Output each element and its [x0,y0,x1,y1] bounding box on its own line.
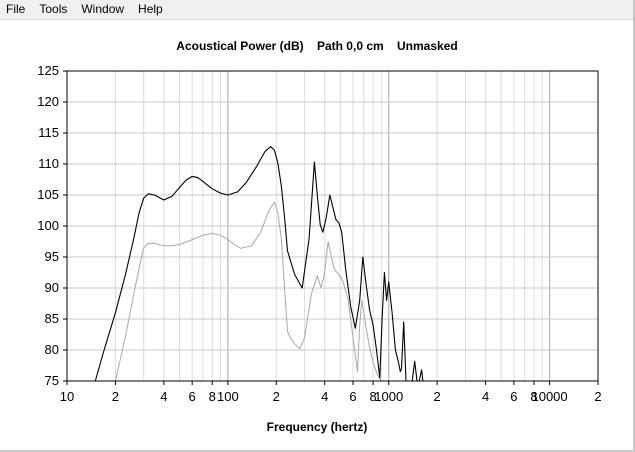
y-tick-label: 120 [37,94,59,109]
x-axis-label: Frequency (hertz) [267,420,368,434]
x-tick-label: 10 [60,389,74,404]
window-frame-right [633,0,635,452]
x-tick-label: 8 [209,389,216,404]
chart-title: Acoustical Power (dB) Path 0,0 cm Unmask… [176,39,457,53]
menu-file[interactable]: File [6,2,26,16]
x-tick-label: 6 [510,389,517,404]
menu-help[interactable]: Help [138,2,163,16]
chart-series-layer [94,146,424,382]
menu-bar: File Tools Window Help [0,0,633,20]
x-tick-label: 10000 [531,389,567,404]
y-tick-label: 115 [38,125,59,140]
x-tick-label: 2 [434,389,441,404]
y-tick-label: 90 [45,280,59,295]
x-tick-label: 1000 [374,389,403,404]
y-tick-label: 125 [37,63,59,78]
window-frame-bottom [0,450,635,452]
x-tick-label: 2 [273,389,280,404]
x-tick-label: 6 [189,389,196,404]
y-tick-label: 75 [45,373,59,388]
menu-window[interactable]: Window [81,2,125,16]
x-tick-label: 2 [594,389,601,404]
x-tick-label: 8 [530,389,537,404]
series-line-primary [94,146,424,382]
y-tick-label: 95 [45,249,59,264]
x-tick-label: 2 [112,389,119,404]
y-axis: 75 80 85 90 95 100 105 110 115 120 125 [37,63,67,388]
menu-tools[interactable]: Tools [39,2,68,16]
y-tick-label: 110 [38,156,59,171]
y-tick-label: 80 [45,342,59,357]
acoustic-power-chart: Acoustical Power (dB) Path 0,0 cm Unmask… [37,39,602,434]
x-tick-label: 6 [349,389,356,404]
y-tick-label: 105 [37,187,59,202]
y-tick-label: 85 [45,311,59,326]
x-tick-label: 100 [217,389,239,404]
x-tick-label: 4 [482,389,489,404]
y-tick-label: 100 [37,218,59,233]
x-tick-label: 4 [160,389,167,404]
x-tick-label: 4 [321,389,328,404]
chart-grid [67,71,598,381]
x-tick-label: 8 [370,389,377,404]
series-line-secondary [114,201,386,382]
